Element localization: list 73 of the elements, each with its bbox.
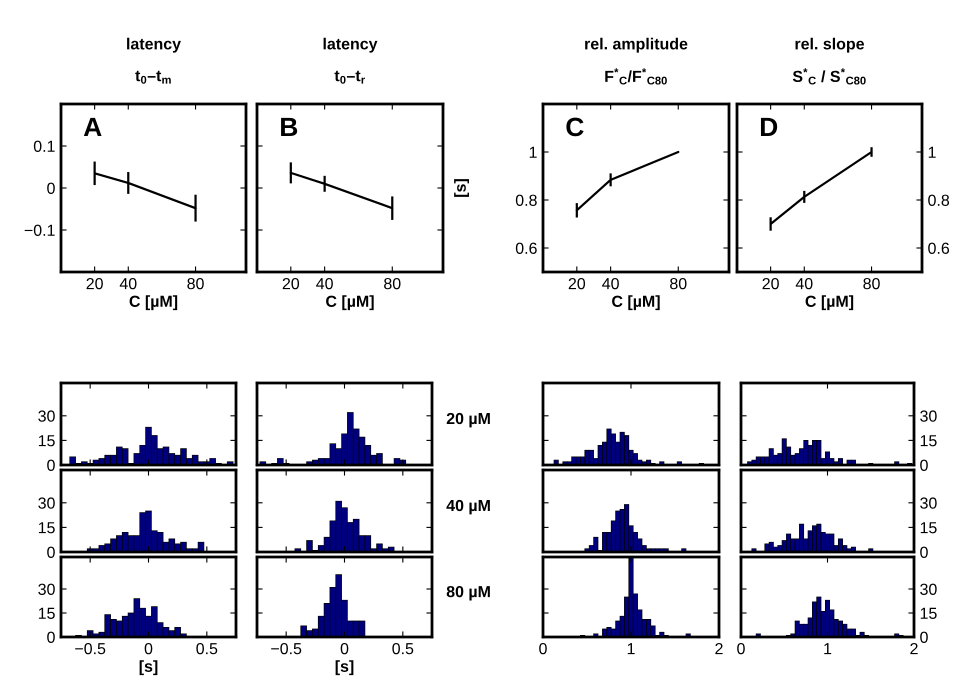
- x-tick-label: 0: [737, 642, 745, 654]
- y2-tick-label: 15: [920, 522, 937, 534]
- y-tick-label: 30: [38, 410, 55, 422]
- y2-tick-label: 30: [920, 497, 937, 509]
- y2-tick-label: 0: [920, 546, 928, 558]
- y-tick-label: 0.8: [516, 194, 537, 206]
- annotation: B: [281, 118, 298, 136]
- x-axis-title: C [µM]: [130, 295, 178, 310]
- y-tick-label: 15: [38, 522, 55, 534]
- y-tick-label: 0.1: [34, 140, 55, 152]
- y2-tick-label: 0: [920, 632, 928, 643]
- chart-title: rel. amplitude: [585, 38, 688, 53]
- chart-subtitle: F$^{*}$$_{C}$/F$^{*}$$_{C80}$: [605, 68, 667, 85]
- x-tick-label: 0: [539, 642, 547, 654]
- x-tick-label: −0.5: [75, 642, 106, 654]
- x-tick-label: 40: [316, 278, 333, 290]
- x-tick-label: 80: [384, 278, 401, 290]
- y-tick-label: 30: [38, 584, 55, 595]
- chart-subtitle: S$^{*}$$_{C}$ / S$^{*}$$_{C80}$: [792, 68, 866, 85]
- y2-tick-label: 0.8: [928, 194, 950, 206]
- text: 80 µM: [446, 586, 490, 600]
- x-tick-label: 80: [670, 278, 687, 290]
- x-axis-title: [s]: [336, 660, 354, 676]
- y2-tick-label: 15: [920, 435, 937, 446]
- y-tick-label: 1: [530, 146, 537, 158]
- x-tick-label: 0: [340, 642, 348, 654]
- y-tick-label: 0: [47, 546, 55, 558]
- x-axis-title: [s]: [140, 660, 158, 676]
- x-tick-label: 40: [796, 278, 813, 290]
- text: 20 µM: [446, 412, 490, 428]
- x-tick-label: 0.5: [196, 642, 218, 654]
- y2-tick-label: 1: [928, 146, 936, 158]
- annotation: D: [760, 118, 778, 136]
- x-axis-title: C [µM]: [806, 295, 854, 310]
- y-tick-label: 15: [38, 608, 55, 619]
- y-tick-label: 0: [47, 632, 55, 643]
- chart-title: latency: [324, 38, 378, 53]
- x-tick-label: 20: [568, 278, 586, 290]
- x-tick-label: 80: [863, 278, 880, 290]
- x-tick-label: 40: [120, 278, 137, 290]
- chart-subtitle: t$_{0}$–t$_{m}$: [135, 70, 171, 84]
- text: 40 µM: [446, 500, 490, 514]
- x-tick-label: 80: [187, 278, 204, 290]
- x-tick-label: −0.5: [271, 642, 302, 654]
- x-tick-label: 1: [628, 643, 635, 654]
- y2-tick-label: 0: [920, 460, 928, 471]
- y-tick-label: −0.1: [24, 224, 55, 236]
- x-tick-label: 0.5: [392, 642, 414, 654]
- y-tick-label: 0: [47, 460, 55, 471]
- chart-title: rel. slope: [795, 38, 864, 53]
- y2-tick-label: 0.6: [928, 242, 950, 254]
- x-tick-label: 20: [762, 278, 779, 290]
- x-tick-label: 40: [602, 278, 619, 290]
- y-tick-label: 0: [47, 182, 55, 194]
- annotation: A: [84, 118, 102, 136]
- x-tick-label: 1: [824, 643, 832, 654]
- x-tick-label: 20: [282, 278, 300, 290]
- y-tick-label: 15: [38, 435, 55, 446]
- x-tick-label: 2: [910, 642, 918, 654]
- annotation: C: [566, 118, 584, 136]
- y-tick-label: 30: [38, 497, 55, 509]
- x-axis-title: C [µM]: [612, 295, 660, 310]
- y2-tick-label: 30: [920, 584, 937, 595]
- x-tick-label: 2: [715, 642, 723, 654]
- chart-subtitle: t$_{0}$–t$_{r}$: [334, 70, 365, 84]
- x-axis-title: C [µM]: [326, 295, 374, 310]
- y2-axis-title: [s]: [454, 179, 469, 197]
- chart-title: latency: [127, 38, 181, 53]
- y2-tick-label: 15: [920, 608, 937, 619]
- y2-tick-label: 30: [920, 410, 937, 422]
- x-tick-label: 0: [144, 642, 152, 654]
- y-tick-label: 0.6: [516, 242, 537, 254]
- x-tick-label: 20: [86, 278, 103, 290]
